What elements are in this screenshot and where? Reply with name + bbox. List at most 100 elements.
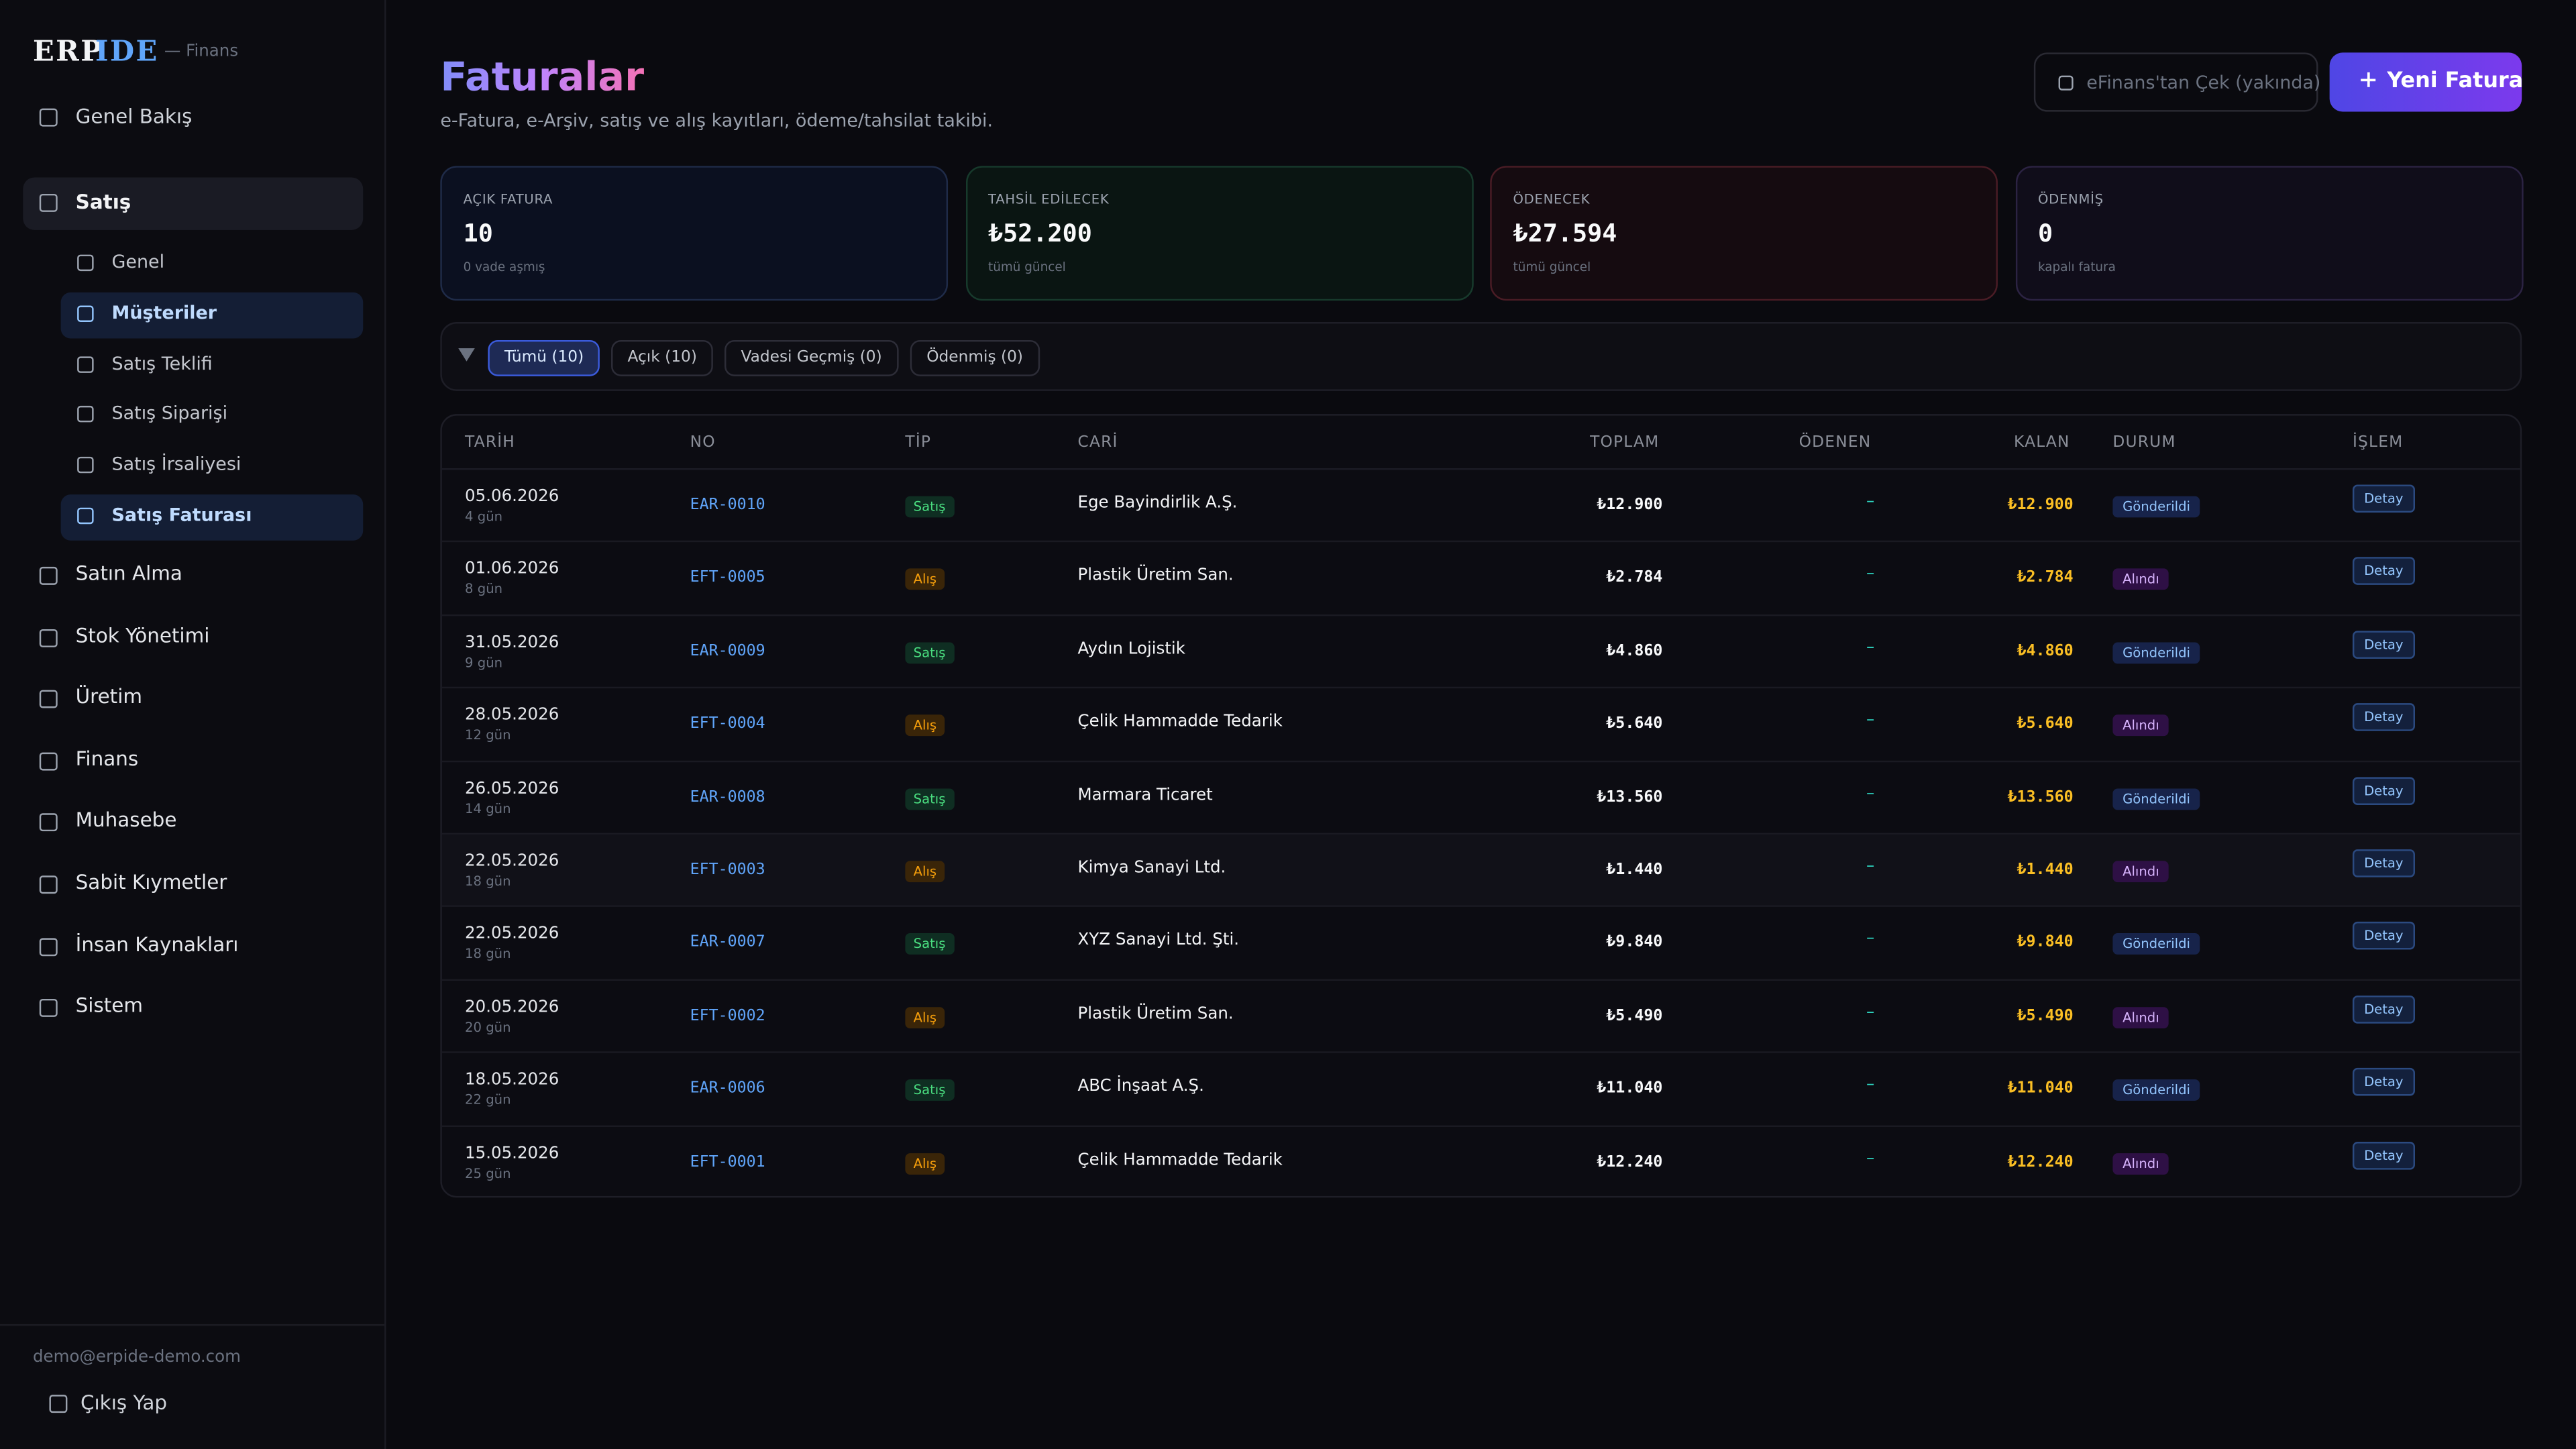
filter-bar: Tümü (10) Açık (10) Vadesi Geçmiş (0) Ödenm… xyxy=(440,322,2522,391)
invoice-no[interactable]: EAR-0008 xyxy=(690,788,765,806)
type-badge: Satış xyxy=(905,642,954,663)
detail-button[interactable]: Detay xyxy=(2352,1068,2415,1096)
nav-child[interactable]: Satış Faturası xyxy=(111,504,252,526)
invoice-no[interactable]: EAR-0006 xyxy=(690,1079,765,1098)
invoice-no[interactable]: EFT-0004 xyxy=(690,714,765,733)
date: 20.05.2026 xyxy=(465,998,559,1017)
table-row[interactable]: 28.05.2026 12 gün EFT-0004 Alış Çelik Hammad… xyxy=(441,689,2520,762)
detail-button[interactable]: Detay xyxy=(2352,922,2415,951)
age: 4 gün xyxy=(465,509,503,525)
total: ₺5.490 xyxy=(1606,1006,1663,1025)
invoice-no[interactable]: EFT-0003 xyxy=(690,861,765,879)
nav-item[interactable]: Genel Bakış xyxy=(75,105,193,129)
detail-button[interactable]: Detay xyxy=(2352,1141,2415,1169)
detail-button[interactable]: Detay xyxy=(2352,484,2415,513)
icon xyxy=(39,814,58,833)
stat-note: tümü güncel xyxy=(988,259,1066,274)
detail-button[interactable]: Detay xyxy=(2352,557,2415,586)
status-badge: Gönderildi xyxy=(2112,496,2200,518)
total: ₺5.640 xyxy=(1606,714,1663,733)
secondary-button[interactable] xyxy=(2033,52,2318,112)
type-badge: Alış xyxy=(905,569,945,591)
invoice-no[interactable]: EAR-0010 xyxy=(690,496,765,515)
nav-group-label[interactable]: Satış xyxy=(75,191,131,214)
remaining: ₺11.040 xyxy=(2007,1079,2074,1098)
invoice-no[interactable]: EFT-0001 xyxy=(690,1152,765,1171)
nav-child[interactable]: Müşteriler xyxy=(111,302,217,323)
remaining: ₺2.784 xyxy=(2017,569,2074,588)
nav-child[interactable]: Satış Teklifi xyxy=(111,352,213,374)
icon xyxy=(39,999,58,1018)
table-row[interactable]: 18.05.2026 22 gün EAR-0006 Satış ABC İnşaat … xyxy=(441,1053,2520,1126)
nav-group[interactable]: Finans xyxy=(75,747,139,771)
nav-child[interactable]: Genel xyxy=(111,251,165,273)
nav-group[interactable]: Sabit Kıymetler xyxy=(75,870,227,894)
icon xyxy=(39,875,58,894)
nav-group[interactable]: İnsan Kaynakları xyxy=(75,932,239,956)
icon xyxy=(39,690,58,708)
date: 28.05.2026 xyxy=(465,706,559,725)
table-row[interactable]: 26.05.2026 14 gün EAR-0008 Satış Marmara Tic… xyxy=(441,761,2520,835)
date: 18.05.2026 xyxy=(465,1071,559,1090)
age: 18 gün xyxy=(465,947,511,962)
status-badge: Gönderildi xyxy=(2112,788,2200,810)
party: Plastik Üretim San. xyxy=(1077,1005,1234,1024)
stat-card: ÖDENMİŞ 0 kapalı fatura xyxy=(2015,166,2523,301)
table-row[interactable]: 05.06.2026 4 gün EAR-0010 Satış Ege Bayindir… xyxy=(441,470,2520,543)
stat-label: AÇIK FATURA xyxy=(463,192,553,207)
primary-button-label[interactable]: Yeni Fatura xyxy=(2387,68,2524,94)
nav-child[interactable]: Satış Siparişi xyxy=(111,402,228,425)
remaining: ₺5.640 xyxy=(2017,714,2074,733)
detail-button[interactable]: Detay xyxy=(2352,995,2415,1024)
paid: – xyxy=(1866,1076,1875,1095)
icon xyxy=(77,406,94,423)
header-divider xyxy=(441,468,2520,470)
invoice-no[interactable]: EAR-0009 xyxy=(690,642,765,660)
party: Ege Bayindirlik A.Ş. xyxy=(1077,494,1238,513)
type-badge: Alış xyxy=(905,714,945,737)
filter-chip[interactable]: Tümü (10) xyxy=(488,339,600,376)
filter-chip[interactable]: Açık (10) xyxy=(611,339,714,376)
icon xyxy=(39,108,58,127)
nav-child[interactable]: Satış İrsaliyesi xyxy=(111,453,241,476)
page-subtitle: e-Fatura, e-Arşiv, satış ve alış kayıtla… xyxy=(440,110,994,131)
filter-chip[interactable]: Vadesi Geçmiş (0) xyxy=(724,339,899,376)
nav-group[interactable]: Üretim xyxy=(75,685,143,708)
invoice-no[interactable]: EAR-0007 xyxy=(690,933,765,952)
nav-group[interactable]: Sistem xyxy=(75,994,144,1018)
table-row[interactable]: 31.05.2026 9 gün EAR-0009 Satış Aydın Lojist… xyxy=(441,616,2520,689)
type-badge: Satış xyxy=(905,788,954,810)
secondary-button-label[interactable]: eFinans'tan Çek (yakında) xyxy=(2086,72,2321,94)
remaining: ₺4.860 xyxy=(2017,642,2074,660)
nav-group[interactable]: Satın Alma xyxy=(75,561,182,585)
date: 01.06.2026 xyxy=(465,561,559,579)
table-row[interactable]: 15.05.2026 25 gün EFT-0001 Alış Çelik Hammad… xyxy=(442,1126,2520,1196)
nav-group-active[interactable] xyxy=(23,177,364,230)
party: Kimya Sanayi Ltd. xyxy=(1077,859,1226,877)
logout[interactable]: Çıkış Yap xyxy=(80,1391,168,1415)
table-row[interactable]: 20.05.2026 20 gün EFT-0002 Alış Plastik Üret… xyxy=(441,981,2520,1054)
detail-button[interactable]: Detay xyxy=(2352,703,2415,732)
table-row[interactable]: 01.06.2026 8 gün EFT-0005 Alış Plastik Üreti… xyxy=(441,543,2520,616)
filter-chip[interactable]: Ödenmiş (0) xyxy=(910,339,1040,376)
age: 8 gün xyxy=(465,582,503,597)
table-row[interactable]: 22.05.2026 18 gün EAR-0007 Satış XYZ Sanayi … xyxy=(441,908,2520,981)
paid: – xyxy=(1866,1149,1875,1168)
nav-group[interactable]: Stok Yönetimi xyxy=(75,623,210,647)
type-badge: Alış xyxy=(905,1152,945,1175)
status-badge: Alındı xyxy=(2112,1006,2169,1028)
type-badge: Alış xyxy=(905,861,945,883)
detail-button[interactable]: Detay xyxy=(2352,849,2415,877)
user-email: demo@erpide-demo.com xyxy=(32,1348,241,1367)
table-row[interactable]: 22.05.2026 18 gün EFT-0003 Alış Kimya Sanayi… xyxy=(441,835,2520,908)
invoice-no[interactable]: EFT-0005 xyxy=(690,569,765,588)
plus-icon xyxy=(2361,72,2376,87)
total: ₺13.560 xyxy=(1597,788,1663,806)
invoice-no[interactable]: EFT-0002 xyxy=(690,1006,765,1025)
nav-group[interactable]: Muhasebe xyxy=(75,808,177,833)
detail-button[interactable]: Detay xyxy=(2352,630,2415,659)
detail-button[interactable]: Detay xyxy=(2352,776,2415,805)
brand: IDE xyxy=(95,36,159,69)
